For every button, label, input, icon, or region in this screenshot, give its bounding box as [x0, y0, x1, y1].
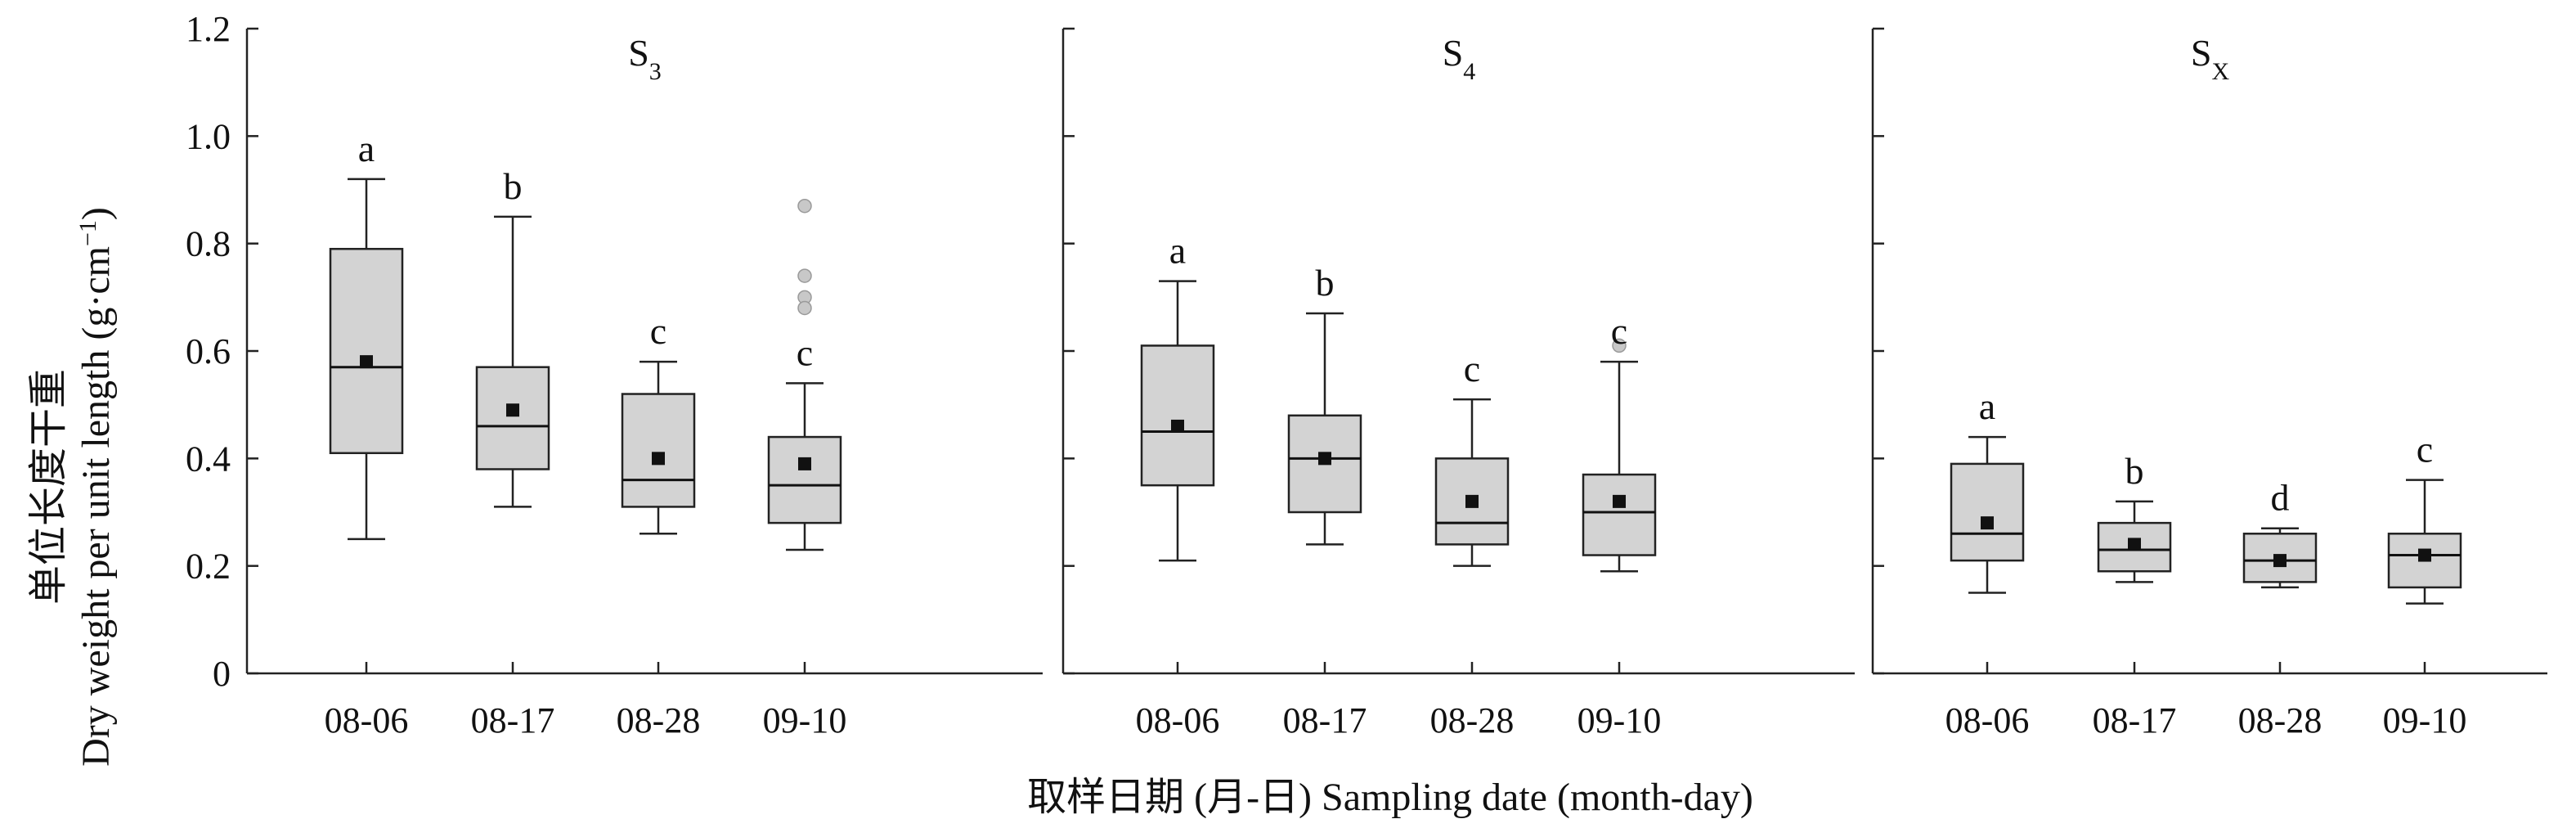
mean-marker: [1318, 452, 1331, 466]
panel-title: SX: [2191, 32, 2230, 85]
panel-title-main: S: [1443, 32, 1464, 74]
mean-marker: [652, 452, 665, 466]
panel-title-subscript: X: [2211, 58, 2229, 85]
x-tick-label: 08-17: [471, 700, 555, 740]
mean-marker: [1171, 419, 1184, 433]
iqr-box: [1950, 462, 2025, 562]
panel-title-subscript: 4: [1463, 58, 1475, 85]
panel-1: 00.20.40.60.81.01.2S308-06a08-17b08-28c0…: [186, 9, 1043, 740]
mean-marker: [1981, 516, 1994, 530]
significance-letter: a: [358, 128, 375, 169]
y-tick-label: 0.8: [186, 224, 231, 264]
y-axis-title-close: ): [74, 207, 118, 220]
box-08-17: 08-17 b: [1283, 262, 1367, 740]
y-axis-title-cn: 单位长度干重: [27, 369, 70, 605]
x-axis-title: 取样日期 (月-日) Sampling date (month-day): [1027, 776, 1753, 819]
y-tick-label: 0.4: [186, 439, 231, 479]
significance-letter: b: [504, 165, 523, 207]
y-axis-title-en: Dry weight per unit length (g·cm−1): [74, 207, 119, 767]
box-08-28: 08-28 c: [1430, 348, 1515, 740]
y-axis-title: 单位长度干重 Dry weight per unit length (g·cm−…: [27, 207, 118, 767]
significance-letter: c: [2417, 429, 2433, 470]
panel-title: S4: [1443, 32, 1476, 85]
panel-title-main: S: [628, 32, 649, 74]
outlier-point: [797, 268, 812, 283]
y-tick-label: 0: [213, 654, 231, 694]
box-08-06: 08-06 a: [1136, 230, 1220, 740]
box-08-28: 08-28 d: [2238, 477, 2322, 740]
outlier-point: [797, 198, 812, 214]
box-08-28: 08-28 c: [617, 310, 701, 740]
box-09-10: 09-10 c: [2383, 429, 2467, 740]
x-tick-label: 08-06: [1945, 700, 2030, 740]
significance-letter: a: [1169, 230, 1186, 272]
iqr-box: [621, 393, 696, 508]
x-tick-label: 08-17: [2093, 700, 2177, 740]
mean-marker: [798, 457, 811, 470]
mean-marker: [2128, 538, 2141, 551]
x-tick-label: 08-28: [2238, 700, 2322, 740]
significance-letter: c: [1611, 310, 1627, 352]
mean-marker: [1465, 494, 1479, 508]
significance-letter: b: [2125, 450, 2144, 492]
x-tick-label: 09-10: [2383, 700, 2467, 740]
iqr-box: [767, 435, 842, 524]
outlier-point: [1612, 338, 1627, 353]
panel-title-main: S: [2191, 32, 2212, 74]
panel-title: S3: [628, 32, 662, 85]
box-08-06: 08-06 a: [1945, 385, 2030, 740]
x-tick-label: 08-06: [1136, 700, 1220, 740]
y-tick-label: 1.0: [186, 116, 231, 156]
panel-title-subscript: 3: [649, 58, 662, 85]
significance-letter: c: [1464, 348, 1480, 389]
x-tick-label: 08-28: [617, 700, 701, 740]
outlier-point: [797, 300, 812, 316]
panels-group: 00.20.40.60.81.01.2S308-06a08-17b08-28c0…: [186, 9, 2547, 740]
x-tick-label: 08-06: [325, 700, 409, 740]
iqr-box: [1140, 344, 1215, 487]
significance-letter: a: [1979, 385, 1995, 427]
x-tick-label: 08-28: [1430, 700, 1515, 740]
iqr-box: [1582, 473, 1657, 556]
box-08-06: 08-06 a: [325, 128, 409, 740]
x-tick-label: 09-10: [763, 700, 847, 740]
mean-marker: [1613, 494, 1626, 508]
box-09-10: 09-10 c: [763, 198, 847, 740]
y-tick-label: 0.6: [186, 331, 231, 371]
iqr-box: [329, 247, 404, 455]
y-tick-label: 1.2: [186, 9, 231, 49]
box-09-10: 09-10 c: [1577, 310, 1662, 740]
significance-letter: b: [1316, 262, 1335, 304]
panel-2: S4 08-06 a 08-17 b 08-28 c 09-10 c: [1061, 27, 1855, 740]
box-08-17: 08-17 b: [2093, 450, 2177, 740]
y-tick-label: 0.2: [186, 547, 231, 587]
iqr-box: [475, 366, 550, 470]
y-axis-title-unit-exponent: −1: [74, 220, 101, 246]
mean-marker: [360, 355, 373, 369]
significance-letter: c: [650, 310, 666, 352]
box-08-17: 08-17 b: [471, 165, 555, 740]
x-tick-label: 09-10: [1577, 700, 1662, 740]
mean-marker: [506, 403, 519, 417]
significance-letter: d: [2271, 477, 2290, 519]
significance-letter: c: [797, 331, 813, 373]
x-tick-label: 08-17: [1283, 700, 1367, 740]
mean-marker: [2273, 554, 2287, 568]
mean-marker: [2418, 548, 2431, 562]
y-axis-title-en-main: Dry weight per unit length (g·cm: [74, 246, 118, 767]
panel-3: SX 08-06 a 08-17 b 08-28 d 09-10 c: [1871, 27, 2547, 740]
